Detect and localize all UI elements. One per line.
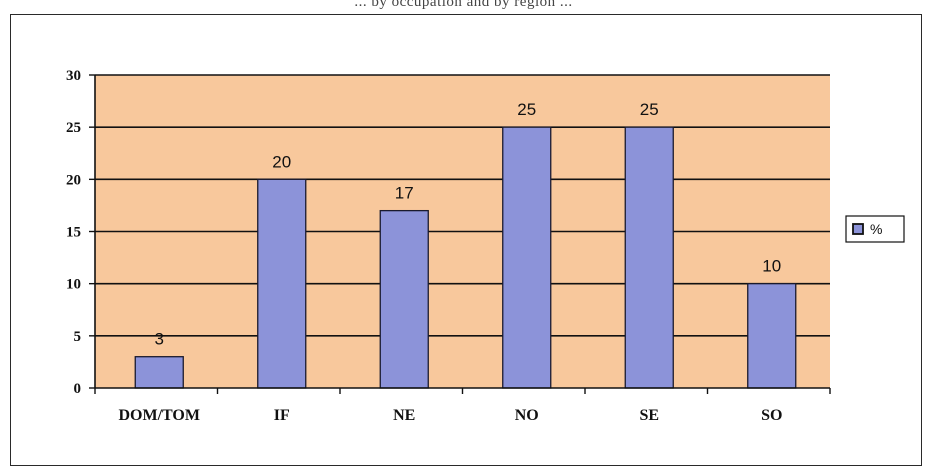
cut-off-title: ... by occupation and by region ...	[354, 0, 573, 10]
y-axis-ticks: 0 5 10 15 20 25 30	[66, 68, 95, 397]
y-tick-label: 30	[66, 68, 81, 84]
y-tick-label: 25	[66, 120, 81, 136]
x-category-label: NO	[515, 407, 539, 424]
data-label: 20	[272, 152, 291, 171]
y-tick-label: 10	[66, 277, 81, 293]
legend: %	[845, 215, 905, 243]
bars	[134, 126, 797, 389]
legend-swatch	[852, 223, 864, 235]
legend-label: %	[870, 221, 882, 237]
bar-no	[502, 126, 552, 389]
bar-if	[257, 178, 307, 389]
bar-so	[747, 283, 797, 389]
data-label: 10	[762, 257, 781, 276]
y-tick-label: 0	[74, 381, 82, 397]
x-category-label: SE	[639, 407, 659, 424]
x-category-label: SO	[761, 407, 782, 424]
data-labels: 3 20 17 25 25 10	[155, 100, 782, 349]
bar-ne	[379, 209, 429, 389]
data-label: 3	[155, 330, 164, 349]
bar-dom-tom	[134, 356, 184, 389]
bar-se	[624, 126, 674, 389]
x-category-label: IF	[274, 407, 290, 424]
data-label: 25	[640, 100, 659, 119]
y-tick-label: 20	[66, 172, 81, 188]
y-tick-label: 15	[66, 225, 81, 241]
x-axis-categories: DOM/TOM IF NE NO SE SO	[94, 388, 831, 424]
gridlines	[95, 74, 830, 337]
x-category-label: NE	[393, 407, 415, 424]
data-label: 17	[395, 184, 414, 203]
x-category-label: DOM/TOM	[119, 407, 200, 424]
data-label: 25	[517, 100, 536, 119]
y-tick-label: 5	[74, 329, 82, 345]
